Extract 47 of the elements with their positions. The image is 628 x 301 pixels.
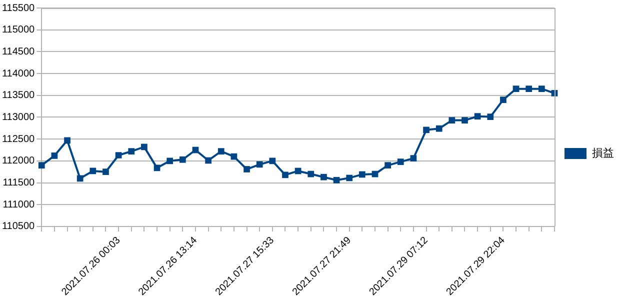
y-tick-label: 115000: [2, 24, 36, 36]
point: [436, 125, 442, 132]
point: [179, 156, 186, 163]
point: [76, 175, 84, 182]
point: [141, 144, 148, 150]
point: [500, 96, 506, 103]
point: [218, 148, 224, 154]
y-tick-label: 112500: [2, 134, 36, 145]
y-tick-label: 111000: [2, 199, 36, 210]
point: [102, 168, 109, 176]
point: [346, 174, 353, 182]
y-tick-label: 113000: [2, 112, 36, 123]
point: [423, 126, 430, 134]
y-tick-label: 114500: [2, 46, 36, 58]
point: [51, 152, 58, 159]
point: [256, 161, 263, 168]
y-tick-label: 112000: [2, 156, 36, 167]
point: [90, 168, 96, 174]
point: [166, 158, 174, 164]
point: [333, 176, 340, 184]
point: [384, 162, 391, 168]
point: [64, 137, 70, 144]
point: [320, 174, 327, 180]
point: [358, 171, 366, 178]
y-tick-label: 111500: [2, 178, 36, 189]
point: [526, 86, 532, 92]
point: [410, 155, 417, 162]
point: [474, 113, 481, 120]
point: [154, 164, 160, 172]
point: [205, 157, 212, 164]
point: [308, 170, 314, 178]
point: [115, 152, 122, 158]
y-tick-label: 115500: [2, 2, 36, 14]
point: [244, 166, 250, 172]
point: [397, 158, 404, 165]
point: [512, 86, 520, 92]
point: [448, 117, 456, 124]
legend-label: 損益: [592, 148, 614, 160]
point: [462, 117, 468, 124]
point: [269, 158, 276, 164]
point: [487, 114, 494, 120]
point: [538, 86, 545, 92]
y-tick-label: 114000: [2, 68, 36, 80]
y-tick-label: 113500: [2, 90, 36, 102]
y-tick-label: 110500: [2, 221, 36, 232]
point: [128, 148, 135, 154]
point: [282, 172, 288, 178]
